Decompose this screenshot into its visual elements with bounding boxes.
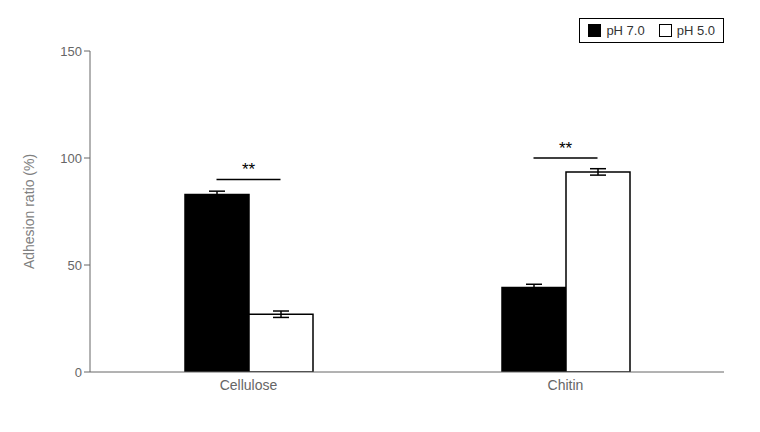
svg-text:100: 100 bbox=[60, 151, 82, 166]
svg-text:150: 150 bbox=[60, 44, 82, 59]
svg-text:Adhesion ratio (%): Adhesion ratio (%) bbox=[21, 154, 37, 269]
svg-text:50: 50 bbox=[68, 258, 82, 273]
svg-text:Cellulose: Cellulose bbox=[220, 377, 278, 393]
svg-text:**: ** bbox=[242, 160, 256, 179]
html-text:pH 7.0: pH 7.0 bbox=[606, 23, 645, 38]
svg-text:Chitin: Chitin bbox=[548, 377, 584, 393]
svg-text:0: 0 bbox=[75, 365, 82, 380]
html-text:pH 5.0: pH 5.0 bbox=[676, 23, 715, 38]
svg-text:**: ** bbox=[559, 139, 573, 158]
